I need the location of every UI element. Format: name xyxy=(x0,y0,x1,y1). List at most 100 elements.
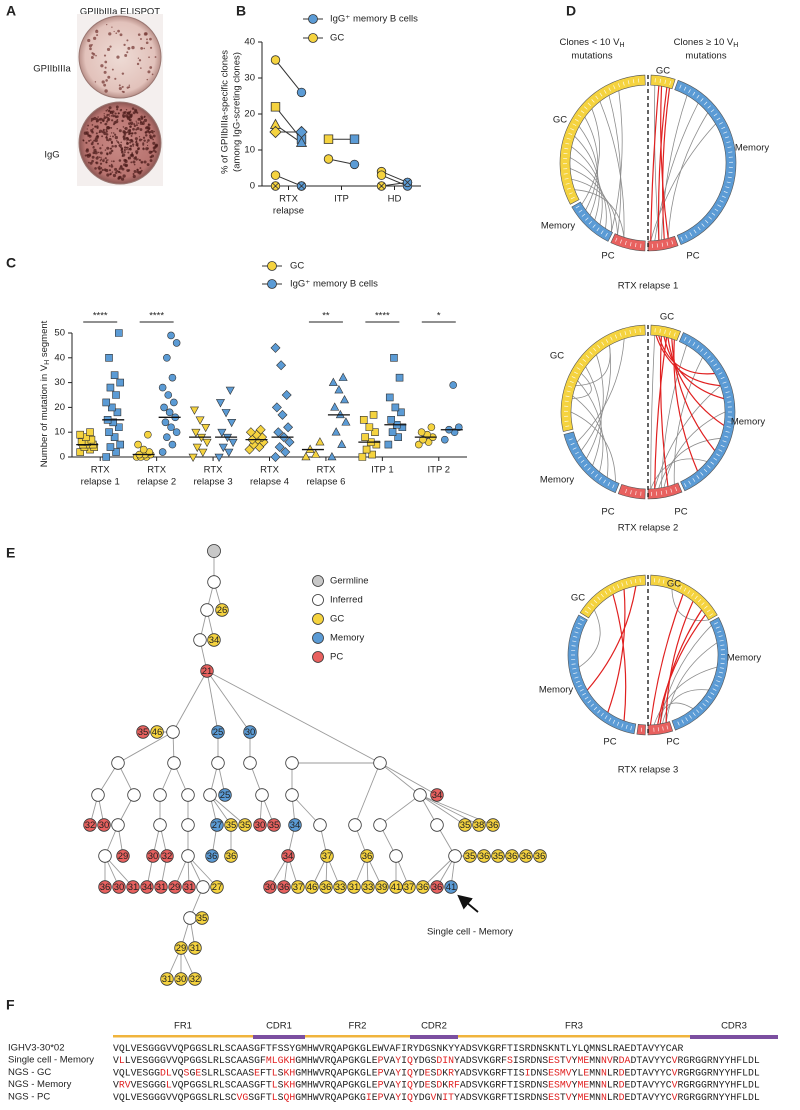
spot xyxy=(105,128,108,131)
residue: Y xyxy=(454,1055,460,1066)
residue: N xyxy=(713,1067,719,1078)
spot xyxy=(96,119,98,121)
spot xyxy=(124,126,128,131)
residue: Y xyxy=(448,1043,454,1054)
residue: N xyxy=(436,1091,442,1102)
spot xyxy=(143,116,146,119)
residue: G xyxy=(360,1067,366,1078)
spot xyxy=(126,142,129,146)
residue: M xyxy=(589,1067,595,1078)
residue: N xyxy=(448,1055,454,1066)
region-bar xyxy=(410,1035,458,1039)
spot xyxy=(114,167,118,171)
residue: V xyxy=(566,1091,572,1102)
ring-tick xyxy=(716,453,720,457)
tree-node xyxy=(188,972,202,986)
residue: K xyxy=(354,1079,360,1090)
data-point xyxy=(394,433,402,441)
residue: P xyxy=(342,1067,348,1078)
residue: T xyxy=(507,1067,513,1078)
residue: A xyxy=(460,1079,466,1090)
ring-tick xyxy=(723,191,728,194)
ring-tick xyxy=(590,470,595,475)
ring-tick xyxy=(720,644,725,646)
spot xyxy=(142,136,146,139)
residue: V xyxy=(166,1043,172,1054)
data-point xyxy=(323,134,334,144)
tree-node xyxy=(333,880,347,894)
spot xyxy=(127,138,130,141)
region-label: CDR3 xyxy=(721,1021,747,1032)
chord xyxy=(572,395,609,478)
spot xyxy=(127,156,130,159)
residue: I xyxy=(513,1079,519,1090)
residue: Q xyxy=(178,1055,184,1066)
residue: Q xyxy=(331,1091,337,1102)
ring-tick xyxy=(718,372,723,375)
data-point xyxy=(102,453,111,461)
residue: G xyxy=(189,1079,195,1090)
sector-label: GC xyxy=(656,66,670,77)
ring-tick xyxy=(714,684,719,687)
residue: Q xyxy=(178,1079,184,1090)
ring-tick xyxy=(680,236,683,241)
data-point xyxy=(277,409,288,420)
residue: G xyxy=(148,1043,154,1054)
tree-edge xyxy=(187,855,218,888)
significance-label: * xyxy=(437,311,441,322)
residue: I xyxy=(513,1043,519,1054)
chord xyxy=(659,609,703,725)
residue: N xyxy=(595,1067,601,1078)
ring-tick xyxy=(625,488,627,494)
node-label: 35 xyxy=(465,851,476,862)
residue: N xyxy=(536,1043,542,1054)
residue: V xyxy=(648,1079,654,1090)
data-point xyxy=(334,385,344,394)
spot xyxy=(135,152,138,155)
ring-tick xyxy=(719,122,723,125)
data-point xyxy=(165,408,174,417)
tree-node xyxy=(98,849,112,863)
data-point xyxy=(139,445,148,454)
tree-node xyxy=(181,788,195,802)
residue: T xyxy=(448,1091,454,1102)
residue: D xyxy=(619,1067,625,1078)
spot xyxy=(123,137,126,141)
chord xyxy=(657,614,706,725)
residue: G xyxy=(489,1067,495,1078)
spot xyxy=(137,147,140,151)
spot xyxy=(103,158,105,160)
residue: N xyxy=(713,1055,719,1066)
residue: K xyxy=(284,1079,290,1090)
ring-tick xyxy=(723,131,728,134)
spot xyxy=(103,113,105,115)
residue: S xyxy=(278,1091,284,1102)
residue: R xyxy=(525,1055,531,1066)
spot xyxy=(104,66,107,69)
residue: R xyxy=(613,1043,619,1054)
data-point xyxy=(385,393,394,402)
spot xyxy=(149,46,153,49)
ring-tick xyxy=(574,371,578,375)
residue: V xyxy=(648,1067,654,1078)
residue: I xyxy=(513,1055,519,1066)
residue: G xyxy=(160,1043,166,1054)
residue: L xyxy=(366,1055,372,1066)
tree-node xyxy=(360,849,374,863)
well-label: IgG xyxy=(44,150,59,161)
spot xyxy=(106,113,109,117)
residue: V xyxy=(113,1091,119,1102)
ring-tick xyxy=(614,334,618,339)
residue: N xyxy=(595,1055,601,1066)
chord xyxy=(654,385,721,489)
residue: G xyxy=(160,1079,166,1090)
residue: S xyxy=(542,1091,548,1102)
spot xyxy=(85,141,88,144)
residue: S xyxy=(542,1055,548,1066)
annotation-arrow xyxy=(457,894,479,913)
data-point xyxy=(276,360,287,371)
sector-label: PC xyxy=(686,251,699,262)
ring-tick xyxy=(717,204,722,208)
spot xyxy=(108,106,112,110)
residue: E xyxy=(583,1091,589,1102)
